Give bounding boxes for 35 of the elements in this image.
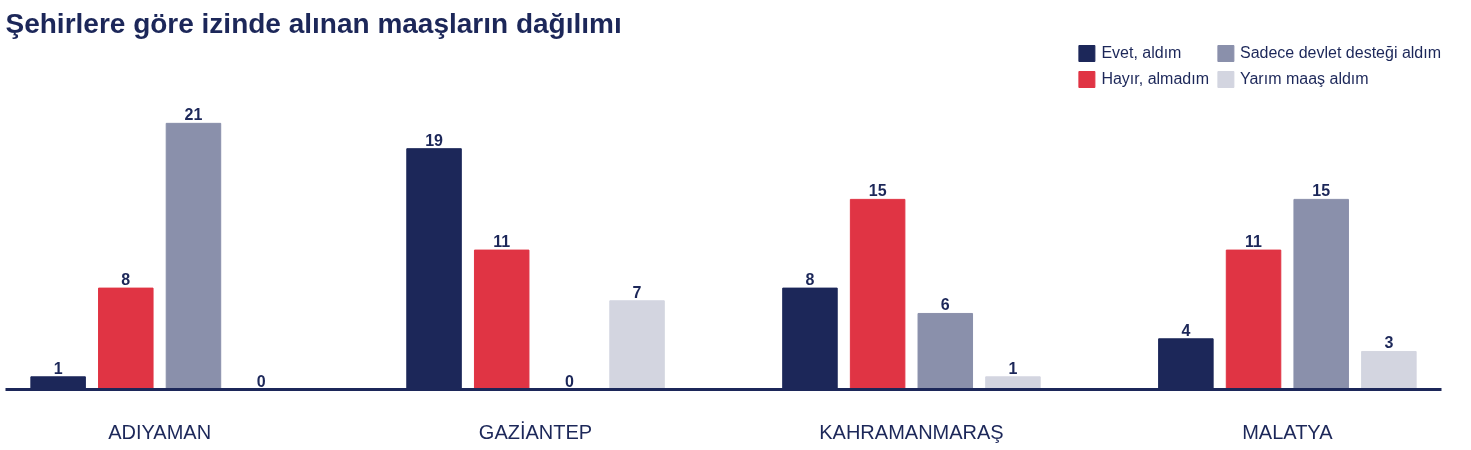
legend-label: Sadece devlet desteği aldım [1239, 44, 1441, 62]
data-label: 0 [256, 372, 266, 390]
data-label: 21 [184, 106, 203, 124]
data-label: 3 [1384, 334, 1394, 352]
chart-title: Şehirlere göre izinde alınan maaşların dağılımı [5, 7, 622, 39]
data-label: 11 [493, 233, 511, 251]
data-label: 4 [1181, 321, 1191, 339]
bar [98, 287, 154, 390]
data-label: 8 [805, 271, 815, 289]
legend-label: Evet, aldım [1101, 44, 1182, 62]
legend-label: Yarım maaş aldım [1239, 70, 1369, 88]
bar [609, 300, 665, 390]
bar [917, 312, 974, 390]
bar [1361, 350, 1417, 390]
bar [985, 376, 1041, 390]
x-tick-label: MALATYA [1242, 420, 1334, 443]
data-label: 0 [564, 372, 574, 390]
data-label: 15 [1312, 182, 1331, 200]
bar [1225, 249, 1282, 390]
bar [165, 122, 222, 390]
bar [849, 198, 906, 390]
data-label: 7 [632, 283, 642, 301]
data-label: 11 [1245, 233, 1263, 251]
data-label: 8 [121, 271, 131, 289]
bar [1293, 198, 1349, 390]
bar [473, 249, 530, 390]
x-tick-label: GAZİANTEP [478, 420, 593, 443]
data-label: 6 [940, 296, 950, 314]
data-label: 1 [53, 359, 63, 377]
x-tick-label: ADIYAMAN [108, 420, 212, 443]
data-label: 15 [868, 182, 887, 200]
data-label: 19 [425, 131, 444, 149]
data-label: 1 [1008, 359, 1018, 377]
x-tick-label: KAHRAMANMARAŞ [819, 420, 1004, 443]
legend-label: Hayır, almadım [1101, 70, 1209, 88]
